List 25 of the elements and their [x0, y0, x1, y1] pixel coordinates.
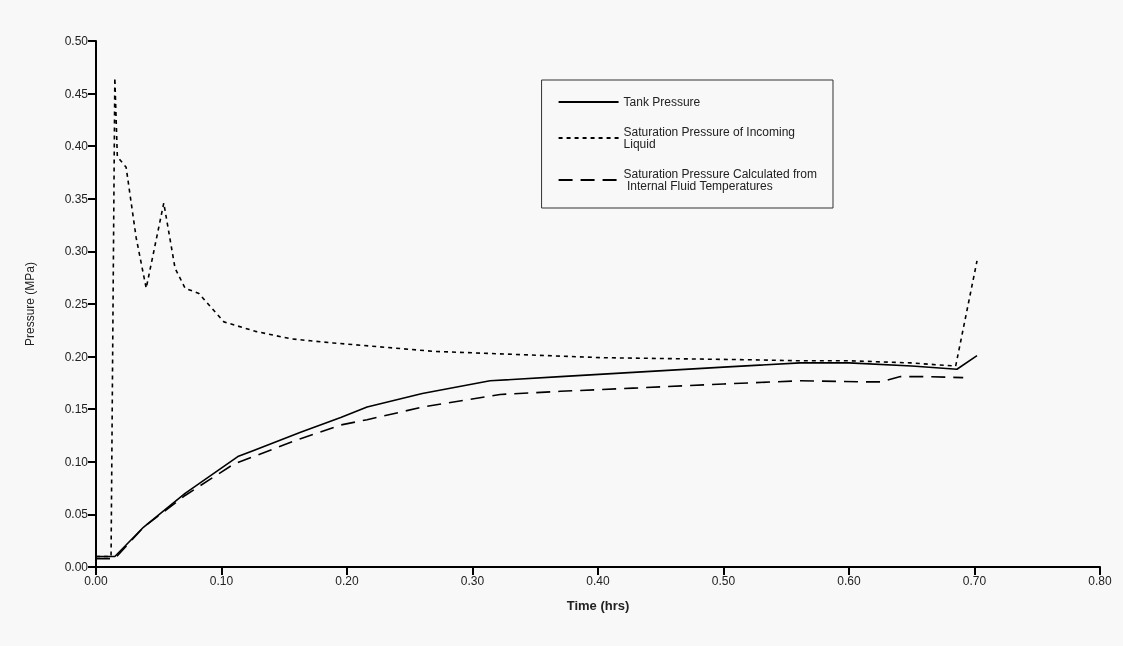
y-tick-label: 0.35: [64, 191, 89, 206]
y-tick-label: 0.45: [64, 86, 89, 101]
y-tick-label: 0.50: [64, 34, 89, 48]
x-tick-label: 0.80: [1088, 574, 1112, 588]
y-tick-label: 0.10: [64, 454, 89, 469]
x-tick-label: 0.30: [460, 574, 485, 588]
legend-label: Saturation Pressure of Incoming Liquid: [623, 125, 799, 151]
x-tick-label: 0.20: [335, 574, 359, 588]
y-tick-label: 0.00: [64, 560, 89, 574]
y-tick-label: 0.40: [64, 139, 89, 154]
y-tick-label: 0.05: [64, 507, 89, 522]
x-tick-label: 0.60: [837, 574, 861, 588]
y-tick-label: 0.20: [64, 349, 89, 364]
legend-label: Tank Pressure: [623, 95, 701, 109]
x-tick-label: 0.00: [84, 574, 108, 588]
x-tick-label: 0.10: [209, 574, 234, 588]
y-tick-label: 0.15: [64, 402, 89, 417]
x-axis-title: Time (hrs): [566, 598, 630, 613]
y-tick-label: 0.25: [64, 297, 89, 311]
x-tick-label: 0.70: [962, 574, 987, 588]
y-axis-title: Pressure (MPa): [23, 261, 37, 347]
x-tick-label: 0.50: [711, 574, 736, 588]
y-tick-label: 0.30: [64, 244, 89, 259]
legend-label: Saturation Pressure Calculated from Internal Fluid Temperatures: [623, 167, 818, 193]
x-tick-label: 0.40: [586, 574, 610, 588]
